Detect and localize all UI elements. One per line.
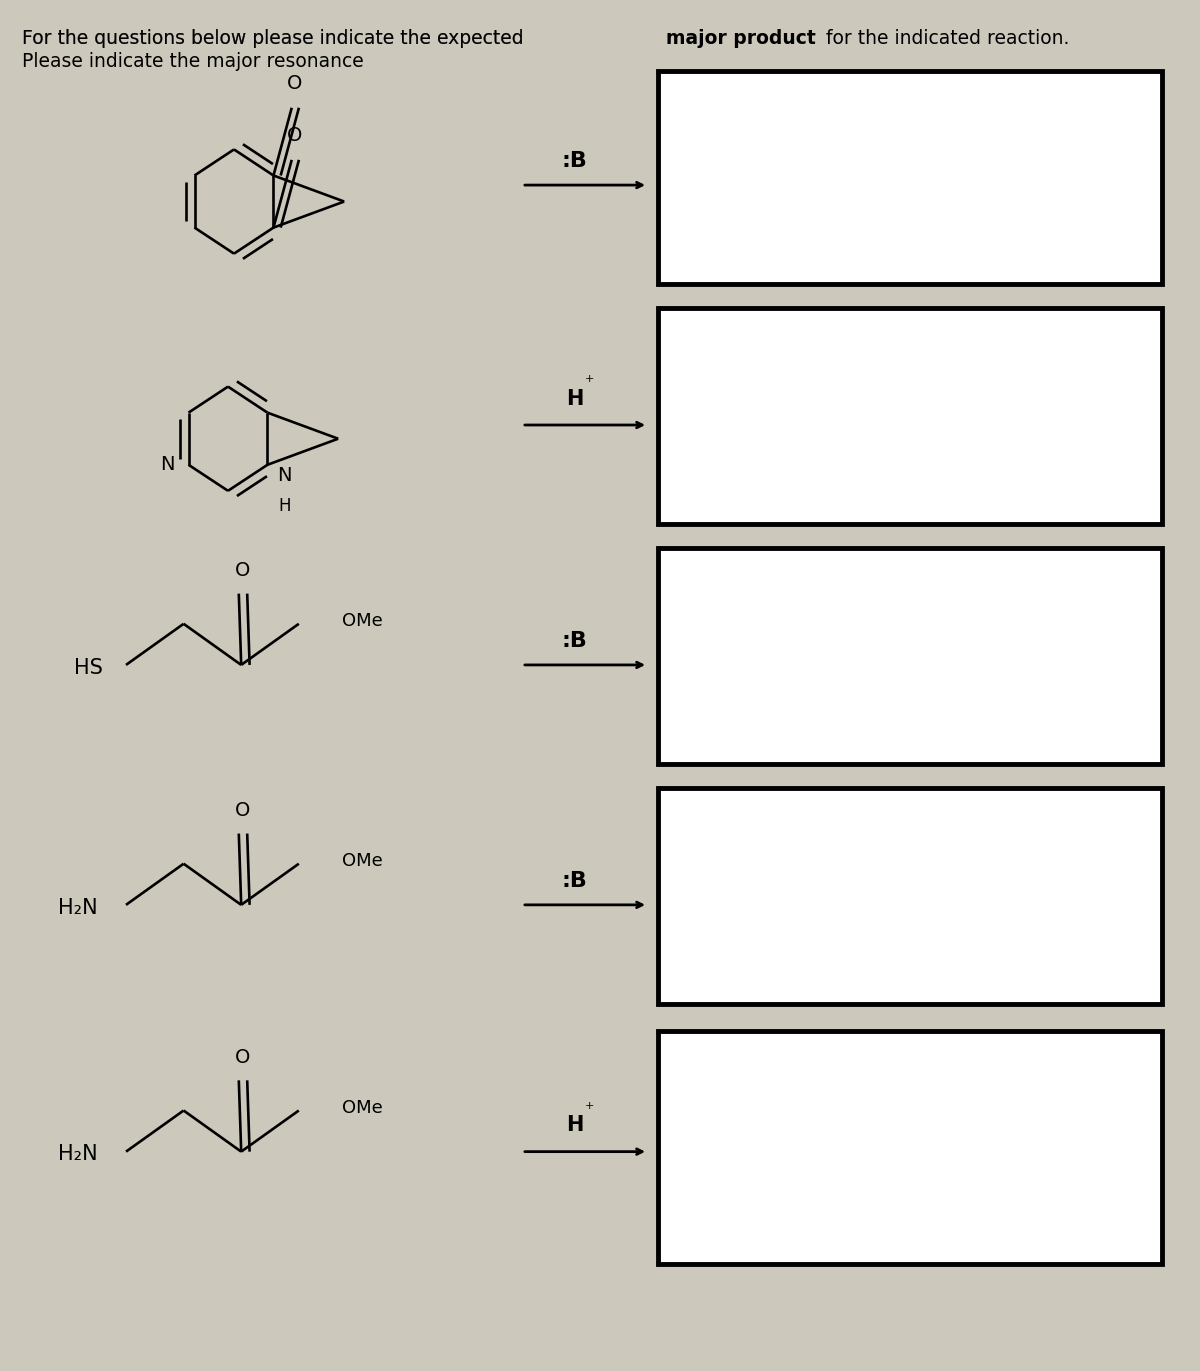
Text: ⁺: ⁺ xyxy=(584,374,594,392)
Text: For the questions below please indicate the expected: For the questions below please indicate … xyxy=(22,29,529,48)
Text: major product: major product xyxy=(666,29,816,48)
Text: N: N xyxy=(160,455,174,474)
Text: :B: :B xyxy=(562,871,588,891)
Text: H: H xyxy=(278,496,290,515)
Text: For the questions below please indicate the expected: For the questions below please indicate … xyxy=(22,29,529,48)
Text: OMe: OMe xyxy=(342,611,383,631)
Text: O: O xyxy=(287,126,302,145)
Text: for the indicated reaction.: for the indicated reaction. xyxy=(820,29,1069,48)
Text: O: O xyxy=(287,74,302,93)
Text: H: H xyxy=(566,388,583,409)
Text: HS: HS xyxy=(74,658,103,677)
Text: :B: :B xyxy=(562,151,588,171)
Text: Please indicate the major resonance: Please indicate the major resonance xyxy=(22,52,364,71)
Text: O: O xyxy=(235,561,250,580)
Text: OMe: OMe xyxy=(342,1098,383,1117)
Text: H₂N: H₂N xyxy=(58,898,97,917)
Text: For the questions below please indicate the expected: For the questions below please indicate … xyxy=(22,29,529,48)
Text: N: N xyxy=(277,466,292,485)
Text: :B: :B xyxy=(562,631,588,651)
Text: ⁺: ⁺ xyxy=(584,1101,594,1119)
Text: H: H xyxy=(566,1115,583,1135)
Text: OMe: OMe xyxy=(342,851,383,871)
Text: O: O xyxy=(235,801,250,820)
Text: O: O xyxy=(235,1047,250,1067)
Text: H₂N: H₂N xyxy=(58,1145,97,1164)
